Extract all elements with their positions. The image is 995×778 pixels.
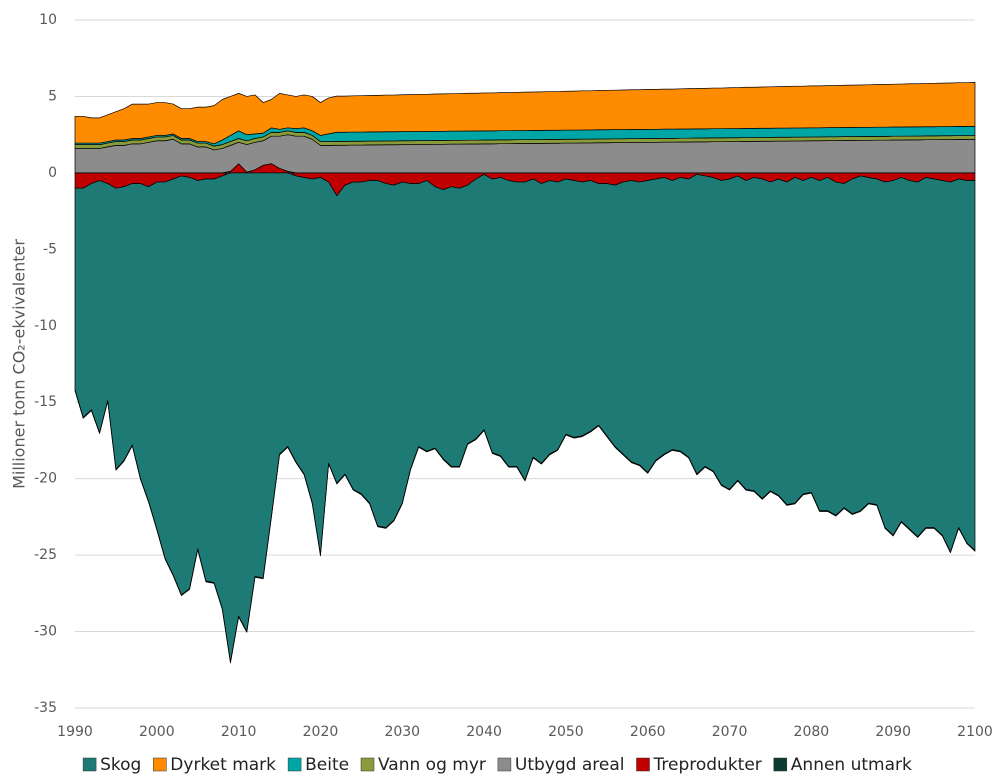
y-tick-label: 5 xyxy=(48,88,57,104)
x-tick-label: 2090 xyxy=(875,724,911,740)
x-tick-label: 1990 xyxy=(57,724,93,740)
legend-swatch xyxy=(287,757,302,772)
y-tick-label: -25 xyxy=(34,547,57,563)
area xyxy=(74,82,976,145)
x-tick-label: 2050 xyxy=(548,724,584,740)
legend-item: Annen utmark xyxy=(773,755,912,775)
legend-label: Treprodukter xyxy=(653,755,762,775)
legend-item: Dyrket mark xyxy=(153,755,276,775)
x-tick-label: 2040 xyxy=(466,724,502,740)
y-tick-label: -5 xyxy=(43,241,57,257)
x-tick-label: 2070 xyxy=(712,724,748,740)
legend-label: Skog xyxy=(100,755,141,775)
legend-item: Beite xyxy=(287,755,349,775)
legend-label: Dyrket mark xyxy=(170,755,276,775)
x-tick-label: 2020 xyxy=(303,724,339,740)
legend-item: Utbygd areal xyxy=(497,755,625,775)
y-tick-label: -35 xyxy=(34,700,57,716)
legend-swatch xyxy=(636,757,650,772)
x-tick-label: 2030 xyxy=(384,724,420,740)
legend-swatch xyxy=(82,757,97,772)
y-tick-label: -20 xyxy=(34,471,57,487)
legend-label: Beite xyxy=(305,755,349,775)
legend-label: Utbygd areal xyxy=(515,755,625,775)
area xyxy=(74,389,976,664)
legend-label: Annen utmark xyxy=(791,755,912,775)
area xyxy=(74,172,976,663)
legend-item: Treprodukter xyxy=(636,755,762,775)
y-axis-label: Millioner tonn CO₂-ekvivalenter xyxy=(10,239,29,489)
y-tick-label: 10 xyxy=(39,12,57,28)
legend-swatch xyxy=(153,757,167,772)
legend-item: Vann og myr xyxy=(360,755,486,775)
y-tick-label: -30 xyxy=(34,624,57,640)
legend-swatch xyxy=(497,757,512,772)
x-tick-label: 2080 xyxy=(794,724,830,740)
y-tick-label: 0 xyxy=(48,165,57,181)
x-tick-label: 2060 xyxy=(630,724,666,740)
x-tick-label: 2100 xyxy=(957,724,993,740)
legend-label: Vann og myr xyxy=(378,755,486,775)
y-tick-label: -15 xyxy=(34,394,57,410)
legend-swatch xyxy=(773,757,788,772)
legend-item: Skog xyxy=(82,755,141,775)
x-tick-label: 2000 xyxy=(139,724,175,740)
x-tick-label: 2010 xyxy=(221,724,257,740)
legend-swatch xyxy=(360,757,375,772)
y-tick-label: -10 xyxy=(34,318,57,334)
